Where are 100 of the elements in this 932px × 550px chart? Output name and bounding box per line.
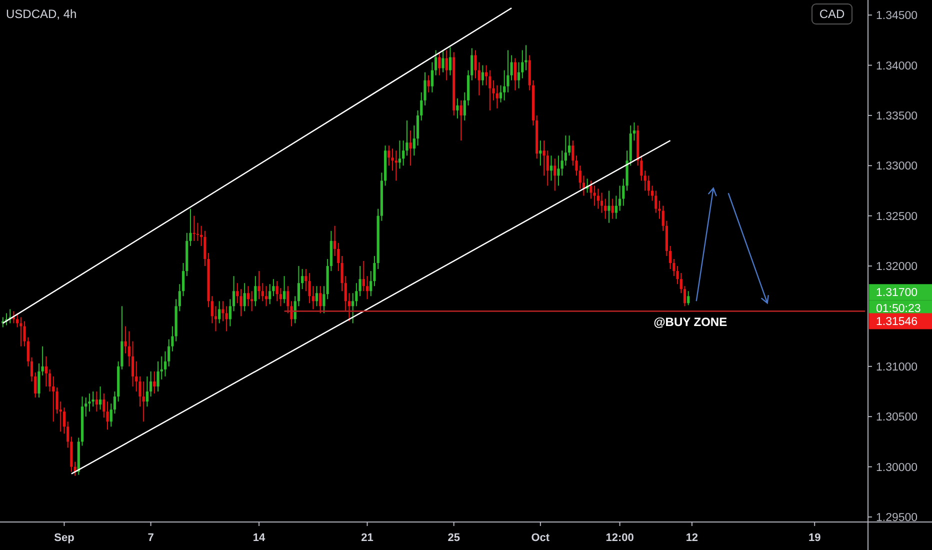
candlestick [131, 340, 134, 387]
y-tick-label: 1.31000 [876, 361, 918, 374]
candlestick [647, 175, 650, 196]
candlestick [164, 350, 167, 377]
candlestick [319, 286, 322, 314]
candlestick [611, 198, 614, 220]
candlestick [128, 330, 130, 367]
y-tick-label: 1.34500 [876, 10, 918, 22]
candlestick [503, 70, 506, 101]
text: 01:50:23 [876, 303, 921, 316]
candlestick [596, 188, 600, 210]
x-tick-label: Sep [54, 532, 75, 544]
candlestick [460, 100, 462, 142]
candlestick [499, 84, 502, 103]
candlestick [442, 50, 444, 73]
candlestick [153, 370, 156, 394]
candlestick [409, 130, 412, 166]
candlestick [156, 360, 160, 392]
candlestick [445, 50, 448, 81]
candlestick [488, 70, 492, 111]
candlestick [539, 140, 542, 166]
candlestick [554, 158, 556, 192]
y-tick-label: 1.33000 [876, 160, 918, 173]
candlestick [276, 280, 278, 302]
candlestick [456, 98, 459, 119]
x-tick-label: 14 [252, 532, 266, 544]
candlestick [572, 140, 574, 166]
candlestick [600, 192, 604, 214]
x-tick-label: 7 [148, 532, 154, 544]
candlestick [434, 50, 438, 76]
annotation: @BUY ZONE [654, 315, 728, 330]
candlestick [92, 391, 94, 408]
y-tick-label: 1.32000 [876, 261, 918, 274]
candlestick [402, 140, 405, 166]
candlestick [546, 150, 549, 186]
candlestick [568, 135, 571, 156]
text: 1.31546 [876, 316, 918, 328]
x-tick-label: 25 [448, 532, 460, 544]
candlestick [236, 282, 239, 304]
candlestick [142, 380, 145, 422]
candlestick [564, 135, 567, 166]
candlestick [48, 368, 52, 392]
candlestick [608, 190, 610, 224]
candlestick [258, 270, 260, 300]
candlestick [44, 356, 48, 387]
candlestick [448, 46, 452, 76]
candlestick [301, 268, 304, 290]
candlestick [34, 372, 37, 398]
candlestick [430, 62, 434, 93]
candlestick [614, 195, 618, 220]
candlestick [192, 215, 196, 242]
x-tick-label: 12:00 [606, 532, 634, 544]
candlestick [687, 290, 690, 306]
candlestick [228, 298, 232, 327]
candlestick [438, 52, 441, 76]
candlestick [388, 145, 390, 166]
x-tick-label: 21 [361, 532, 374, 544]
candlestick [618, 185, 622, 212]
candlestick [88, 393, 91, 412]
candlestick [232, 276, 236, 312]
x-tick-label: 12 [686, 532, 698, 544]
candlestick [514, 58, 516, 91]
candlestick [496, 84, 498, 109]
candlestick [20, 316, 22, 347]
y-tick-label: 1.30000 [876, 462, 918, 474]
y-tick-label: 1.29500 [876, 512, 918, 524]
candlestick [95, 391, 98, 412]
candlestick [282, 276, 286, 304]
candlestick [398, 140, 402, 170]
x-tick-label: 19 [808, 532, 821, 544]
candlestick [669, 245, 672, 270]
candlestick [485, 64, 488, 86]
candlestick [261, 282, 264, 302]
candlestick [315, 286, 318, 307]
annotation: CAD [819, 7, 845, 21]
candlestick [98, 386, 102, 410]
candlestick [427, 74, 430, 93]
candlestick [250, 290, 254, 312]
candlestick [16, 312, 19, 328]
candlestick [196, 222, 199, 242]
candlestick [168, 338, 170, 367]
candlestick [146, 376, 148, 408]
candlestick [218, 300, 221, 324]
candlestick [550, 155, 553, 182]
candlestick [102, 393, 106, 418]
candlestick [279, 288, 282, 307]
candlestick [304, 268, 308, 292]
y-tick-label: 1.33500 [876, 110, 918, 122]
candlestick [366, 276, 369, 300]
candlestick [254, 276, 257, 307]
y-tick-label: 1.34000 [876, 60, 918, 72]
candlestick [225, 306, 228, 332]
y-tick-label: 1.32500 [876, 210, 918, 223]
candlestick [352, 292, 354, 324]
candlestick [264, 286, 268, 307]
candlestick [243, 282, 246, 312]
candlestick [62, 407, 66, 434]
text: USDCAD, 4h [6, 7, 77, 21]
text: 1.31700 [876, 287, 918, 300]
y-tick-label: 1.30500 [876, 412, 918, 424]
